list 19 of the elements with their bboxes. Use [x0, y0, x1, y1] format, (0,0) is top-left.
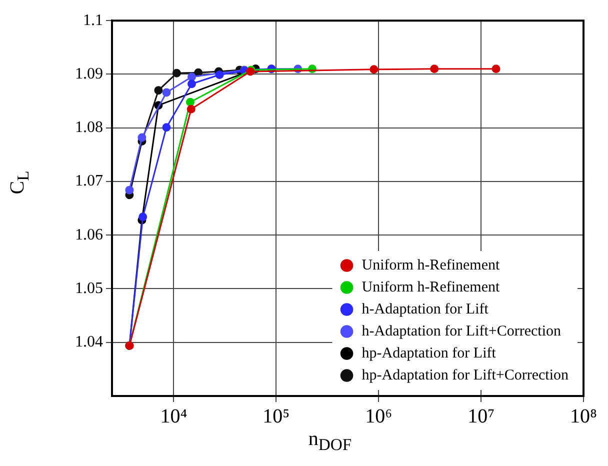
x-axis-title: n$_{DOF}$ [307, 428, 353, 455]
x-tick-label: 10⁴ [160, 405, 188, 428]
x-tick-label: 10⁵ [262, 405, 290, 428]
y-tick-label: 1.05 [75, 280, 103, 297]
y-tick-label: 1.07 [75, 172, 103, 190]
legend-label: Uniform h-Refinement [362, 279, 500, 296]
legend-label: h-Adaptation for Lift [362, 301, 490, 318]
y-tick-label: 1.04 [75, 334, 103, 351]
legend-label: Uniform h-Refinement [362, 257, 500, 274]
y-tick-label: 1.08 [75, 119, 103, 136]
x-tick-label: 10⁷ [468, 405, 495, 428]
legend-label: hp-Adaptation for Lift [362, 345, 497, 362]
x-tick-label: 10⁶ [365, 405, 392, 428]
x-tick-label: 10⁸ [570, 405, 598, 428]
legend-label: hp-Adaptation for Lift+Correction [362, 367, 570, 384]
legend-label: h-Adaptation for Lift+Correction [362, 323, 562, 340]
y-tick-label: 1.09 [75, 65, 103, 82]
y-tick-label: 1.06 [75, 226, 103, 244]
y-tick-label: 1.1 [83, 12, 103, 29]
